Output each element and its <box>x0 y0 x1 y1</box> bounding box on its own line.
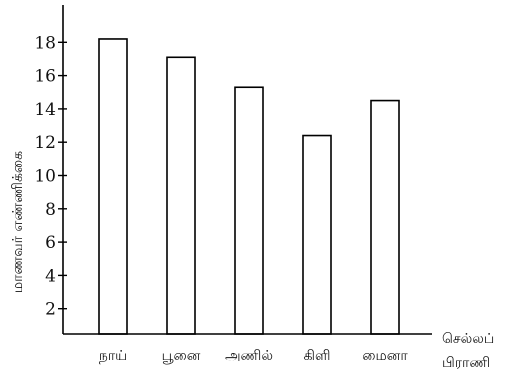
x-axis-title-line: செல்லப் <box>442 331 494 347</box>
x-category-label: அணில் <box>225 348 273 364</box>
bar-4 <box>302 134 332 335</box>
x-axis-title-line: பிராணி <box>442 355 490 371</box>
bars-group <box>98 38 400 335</box>
bar-2 <box>166 56 196 335</box>
y-tick-label: 4 <box>45 266 56 286</box>
x-category-label: கிளி <box>304 348 331 364</box>
y-tick-label: 12 <box>34 133 56 153</box>
y-tick-label: 18 <box>34 33 56 53</box>
y-tick-label: 10 <box>34 167 56 187</box>
x-category-label: நாய் <box>99 348 127 364</box>
bar-1 <box>98 38 128 335</box>
x-axis-title: செல்லப் பிராணி <box>442 331 494 371</box>
y-tick-label: 2 <box>45 300 56 320</box>
y-tick-label: 8 <box>45 200 56 220</box>
y-axis-title: மாணவர் எண்ணிக்கை <box>10 151 26 293</box>
bar-5 <box>370 99 400 335</box>
x-category-label: மைனா <box>362 348 408 364</box>
y-ticks-group: 2 4 6 8 10 12 14 16 18 <box>34 33 67 320</box>
bar-3 <box>234 86 264 335</box>
y-tick-label: 14 <box>34 100 56 120</box>
y-tick-label: 6 <box>45 233 56 253</box>
y-tick-label: 16 <box>34 67 56 87</box>
x-category-label: பூனை <box>162 348 201 364</box>
x-labels-group: நாய் பூனை அணில் கிளி மைனா <box>99 348 409 364</box>
